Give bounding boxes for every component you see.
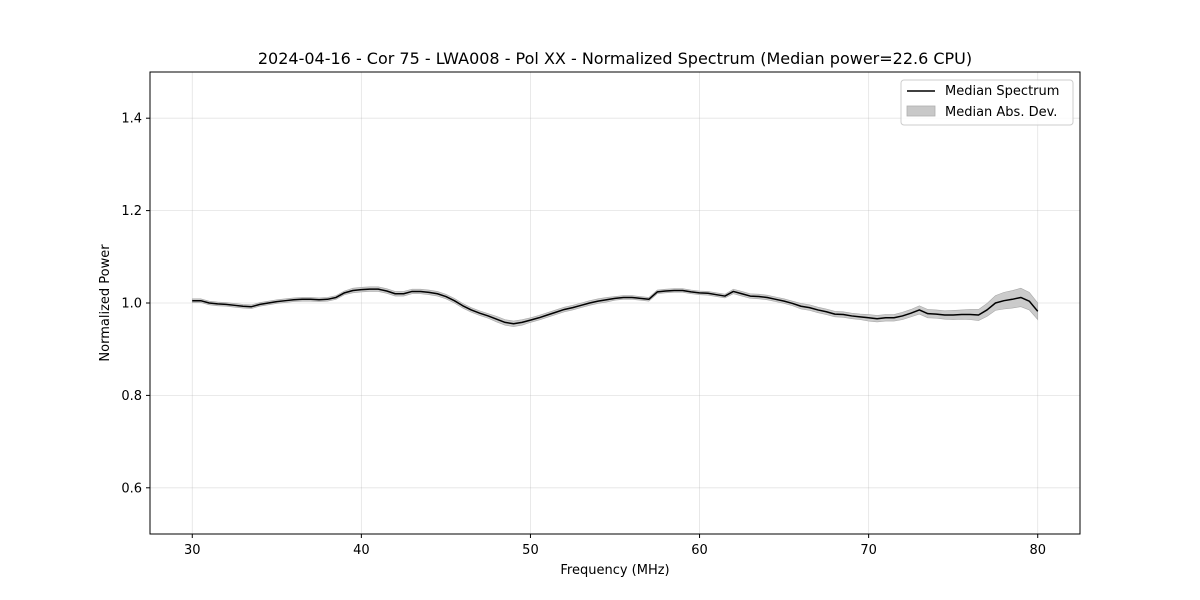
mad-band bbox=[191, 286, 1039, 327]
legend-band-swatch bbox=[906, 105, 936, 117]
legend-entry-median-spectrum: Median Spectrum bbox=[945, 84, 1059, 99]
x-axis-ticks: 30 40 50 60 70 80 bbox=[184, 534, 1046, 558]
x-tick-label: 80 bbox=[1029, 543, 1046, 558]
y-tick-label: 1.4 bbox=[121, 112, 142, 127]
x-tick-label: 40 bbox=[353, 543, 370, 558]
y-tick-label: 1.2 bbox=[121, 204, 142, 219]
x-tick-label: 60 bbox=[691, 543, 708, 558]
band-layer bbox=[191, 286, 1039, 327]
grid bbox=[150, 72, 1080, 534]
x-tick-label: 30 bbox=[184, 543, 201, 558]
line-layer bbox=[192, 288, 1039, 325]
y-tick-label: 0.8 bbox=[121, 389, 142, 404]
legend-entry-median-abs-dev: Median Abs. Dev. bbox=[945, 105, 1057, 120]
y-tick-label: 0.6 bbox=[121, 481, 142, 496]
legend: Median Spectrum Median Abs. Dev. bbox=[900, 79, 1074, 126]
x-axis-label: Frequency (MHz) bbox=[560, 563, 669, 578]
y-tick-label: 1.0 bbox=[121, 297, 142, 312]
median-spectrum-line bbox=[192, 288, 1039, 325]
chart-title: 2024-04-16 - Cor 75 - LWA008 - Pol XX - … bbox=[258, 49, 972, 68]
legend-box bbox=[900, 79, 1074, 126]
x-tick-label: 70 bbox=[860, 543, 877, 558]
y-axis-ticks: 0.6 0.8 1.0 1.2 1.4 bbox=[121, 112, 150, 496]
x-tick-label: 50 bbox=[522, 543, 539, 558]
y-axis-label: Normalized Power bbox=[98, 244, 113, 362]
